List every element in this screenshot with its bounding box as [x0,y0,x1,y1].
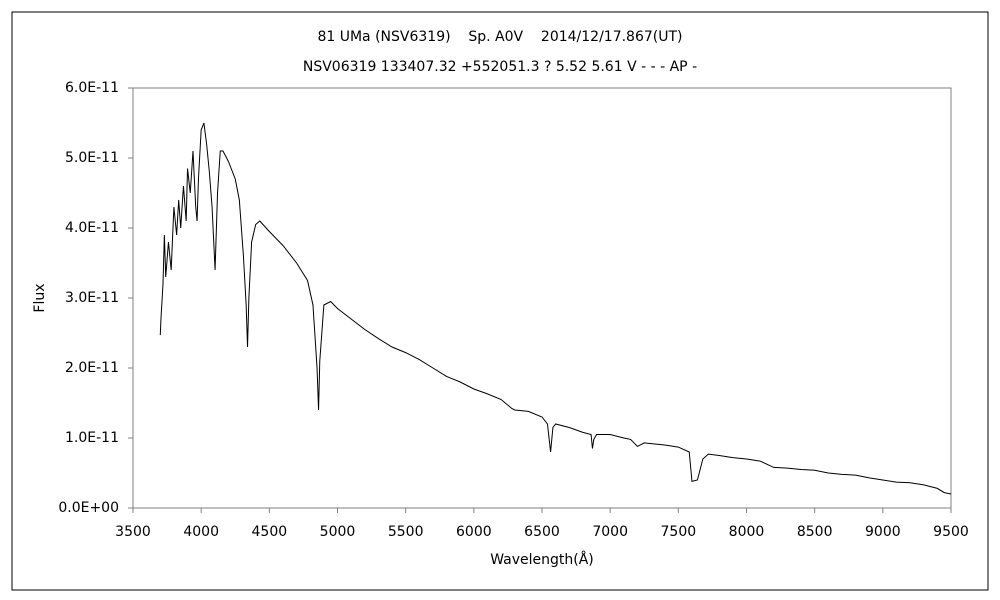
y-tick-label: 3.0E-11 [65,290,119,306]
x-tick-label: 4500 [252,524,288,540]
y-axis-label: Flux [32,283,48,312]
x-tick-label: 4000 [183,524,219,540]
chart-subtitle: NSV06319 133407.32 +552051.3 ? 5.52 5.61… [303,59,697,75]
x-tick-label: 5500 [388,524,424,540]
y-tick-label: 4.0E-11 [65,220,119,236]
plot-area [132,87,952,509]
x-tick-label: 9000 [865,524,901,540]
y-tick-label: 1.0E-11 [65,430,119,446]
y-tick-label: 6.0E-11 [65,80,119,96]
x-tick-label: 9500 [933,524,969,540]
x-tick-label: 8500 [797,524,833,540]
x-tick-label: 8000 [729,524,765,540]
x-tick-label: 7500 [661,524,697,540]
x-tick-label: 6500 [524,524,560,540]
x-axis-label: Wavelength(Å) [490,551,594,568]
y-tick-label: 2.0E-11 [65,360,119,376]
spectrum-line [159,122,952,495]
x-tick-label: 7000 [592,524,628,540]
x-tick-label: 6000 [456,524,492,540]
chart-title: 81 UMa (NSV6319) Sp. A0V 2014/12/17.867(… [317,29,682,45]
x-tick-label: 5000 [320,524,356,540]
y-tick-label: 5.0E-11 [65,150,119,166]
y-tick-label: 0.0E+00 [58,500,119,516]
x-tick-label: 3500 [115,524,151,540]
